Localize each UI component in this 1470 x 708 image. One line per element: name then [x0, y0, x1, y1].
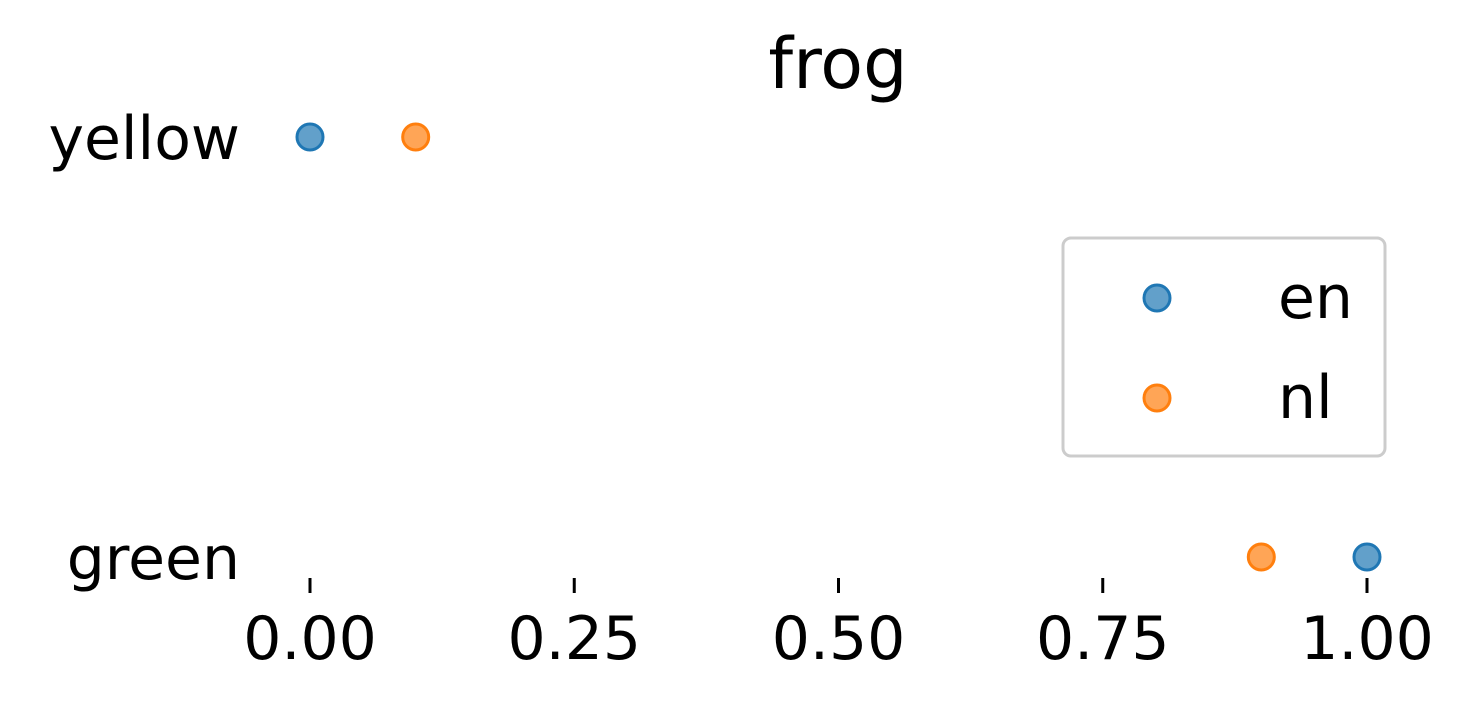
point-en-green: [1352, 542, 1382, 572]
x-axis-ticks: 0.00 0.25 0.50 0.75 1.00: [243, 578, 1434, 674]
data-points: [295, 122, 1382, 572]
category-label-yellow: yellow: [48, 104, 240, 174]
legend: en nl: [1061, 236, 1387, 458]
legend-label-nl: nl: [1278, 363, 1333, 433]
chart-title: frog: [768, 23, 907, 105]
category-label-green: green: [67, 524, 240, 594]
legend-marker-nl: [1142, 383, 1172, 413]
x-tick-label: 1.00: [1300, 604, 1434, 674]
x-tick-label: 0.00: [243, 604, 377, 674]
x-tick-label: 0.25: [507, 604, 641, 674]
category-labels: yellow green: [48, 104, 240, 594]
legend-label-en: en: [1278, 263, 1353, 333]
legend-marker-en: [1142, 283, 1172, 313]
point-nl-yellow: [401, 122, 431, 152]
point-nl-green: [1246, 542, 1276, 572]
point-en-yellow: [295, 122, 325, 152]
x-tick-label: 0.50: [772, 604, 906, 674]
legend-entries: en nl: [1142, 263, 1353, 433]
x-tick-label: 0.75: [1036, 604, 1170, 674]
